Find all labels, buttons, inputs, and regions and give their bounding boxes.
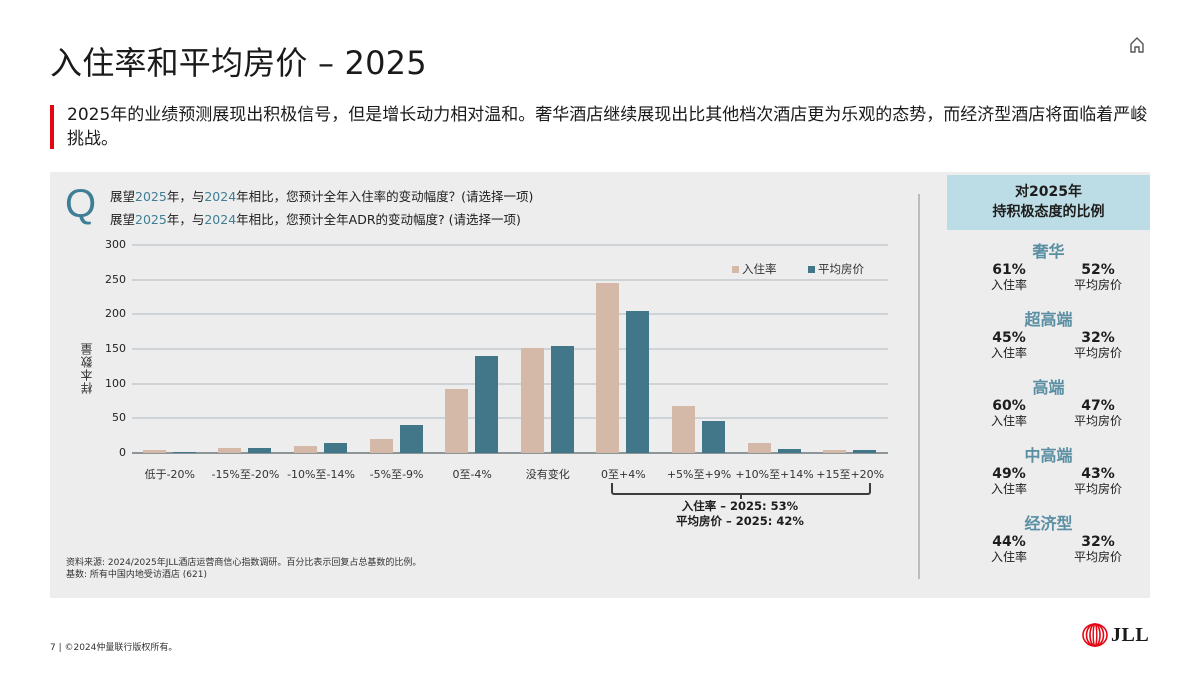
segment-luxury: 奢华 61% 入住率 52% 平均房价	[990, 242, 1122, 292]
x-tick-label: 0至+4%	[601, 468, 646, 481]
segment-economy: 经济型 44% 入住率 32% 平均房价	[990, 514, 1122, 564]
bar-adr	[172, 451, 196, 453]
legend-item-occupancy: 入住率	[732, 261, 777, 277]
subtitle-text: 2025年的业绩预测展现出积极信号，但是增长动力相对温和。奢华酒店继续展现出比其…	[67, 105, 1148, 149]
gridline	[132, 313, 888, 316]
bar-adr	[399, 425, 423, 453]
accent-bar	[50, 105, 54, 149]
bar-adr	[853, 450, 877, 453]
bar-occupancy	[294, 446, 317, 453]
x-tick-label: +5%至+9%	[666, 468, 732, 481]
bar-adr	[550, 346, 574, 453]
footer-copyright: 7 | ©2024仲量联行版权所有。	[50, 643, 178, 653]
legend-swatch-occupancy	[732, 265, 739, 273]
bar-occupancy	[445, 389, 469, 453]
bar-adr	[324, 442, 347, 453]
bar-adr	[702, 421, 725, 453]
segment-upper-midscale: 中高端 49% 入住率 43% 平均房价	[990, 446, 1122, 496]
bar-occupancy	[142, 449, 166, 453]
question-adr: 展望2025年，与2024年相比，您预计全年ADR的变动幅度? (请选择一项)	[110, 212, 521, 227]
legend-item-adr: 平均房价	[808, 261, 864, 277]
gridline	[132, 348, 888, 350]
source-note: 资料来源: 2024/2025年JLL酒店运营商信心指数调研。百分比表示回复占总…	[66, 558, 422, 580]
y-tick-label: 300	[105, 238, 126, 251]
y-tick-label: 250	[105, 272, 126, 286]
home-icon[interactable]	[1128, 36, 1146, 54]
bar-occupancy	[369, 439, 393, 453]
vertical-divider	[918, 194, 920, 579]
y-tick-label: 150	[105, 342, 126, 355]
bar-occupancy	[823, 450, 847, 453]
bar-adr	[626, 310, 650, 453]
chart-panel: Q 展望2025年，与2024年相比，您预计全年入住率的变动幅度？(请选择一项)…	[50, 172, 1150, 598]
x-tick-label: 0至-4%	[452, 468, 492, 481]
y-tick-label: 0	[119, 446, 126, 459]
segment-upper-upscale: 超高端 45% 入住率 32% 平均房价	[990, 310, 1122, 360]
bar-occupancy	[218, 448, 242, 453]
bar-adr	[777, 448, 801, 453]
y-tick-label: 100	[105, 376, 126, 390]
bar-adr	[248, 448, 272, 453]
page-title: 入住率和平均房价 – 2025	[50, 44, 427, 82]
side-panel-heading: 对2025年 持积极态度的比例	[947, 175, 1150, 230]
x-tick-label: -10%至-14%	[287, 468, 355, 481]
gridline	[132, 244, 888, 246]
gridline	[132, 417, 888, 420]
y-tick-label: 200	[105, 307, 126, 321]
question-occupancy: 展望2025年，与2024年相比，您预计全年入住率的变动幅度？(请选择一项)	[110, 189, 534, 204]
gridline	[132, 278, 888, 281]
x-axis-line	[132, 452, 888, 454]
bar-adr	[475, 355, 499, 453]
bracket-tick	[740, 494, 742, 499]
bar-occupancy	[672, 405, 695, 453]
subtitle-block: 2025年的业绩预测展现出积极信号，但是增长动力相对温和。奢华酒店继续展现出比其…	[50, 103, 1150, 151]
y-tick-label: 50	[112, 411, 126, 425]
bar-occupancy	[520, 347, 544, 453]
x-tick-label: 低于-20%	[144, 468, 195, 481]
segment-upscale: 高端 60% 入住率 47% 平均房价	[990, 378, 1122, 428]
jll-logo: JLL	[1082, 623, 1149, 647]
bracket-annotation: 入住率 – 2025: 53% 平均房价 – 2025: 42%	[676, 499, 804, 528]
bar-occupancy	[596, 283, 620, 453]
gridline	[132, 382, 888, 385]
bar-occupancy	[747, 443, 771, 453]
bar-chart: 样本数量 入住率 平均房价 入住率 – 2025: 53% 平均房价 – 202…	[50, 172, 910, 598]
x-tick-label: -5%至-9%	[369, 468, 424, 481]
x-tick-label: +15至+20%	[816, 468, 885, 481]
y-axis-label: 样本数量	[80, 342, 94, 394]
x-tick-label: +10%至+14%	[735, 468, 814, 481]
question-mark-icon: Q	[65, 182, 97, 226]
x-tick-label: 没有变化	[525, 468, 570, 481]
jll-logo-icon	[1082, 623, 1108, 647]
legend-swatch-adr	[808, 265, 815, 273]
x-tick-label: -15%至-20%	[211, 468, 280, 481]
